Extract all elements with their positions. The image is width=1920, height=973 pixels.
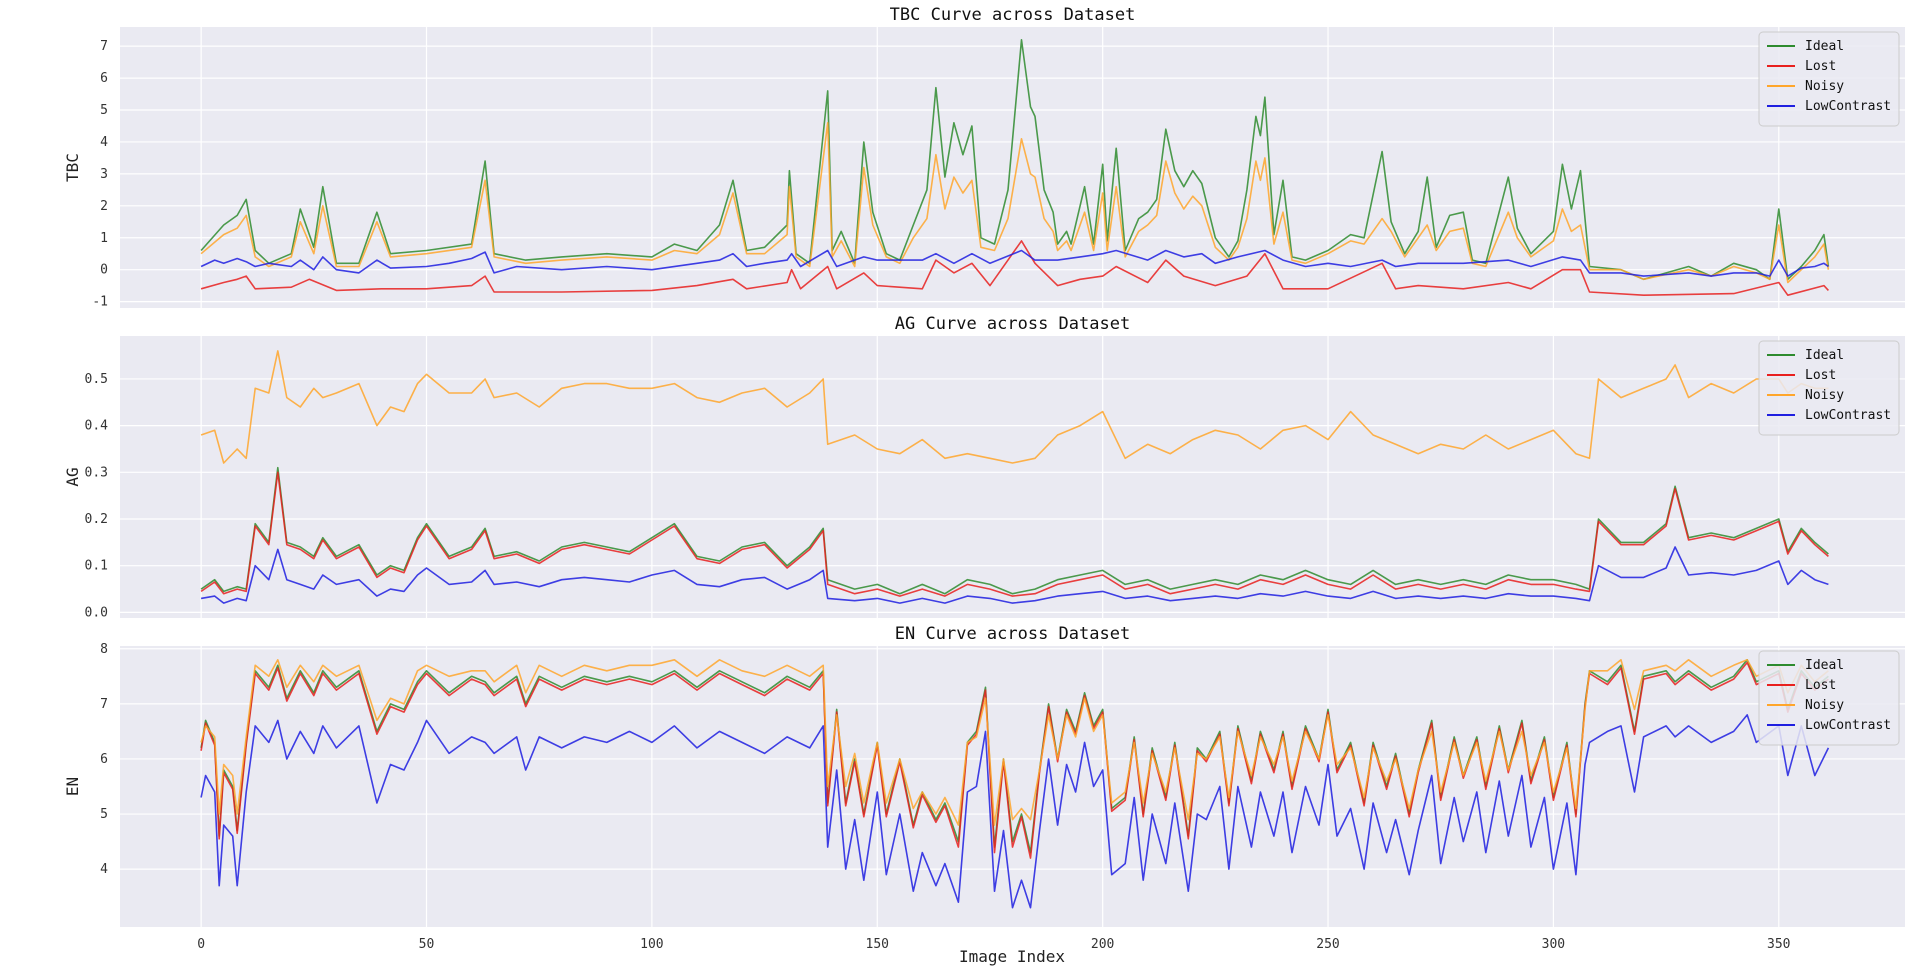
series-line-noisy — [200, 350, 1829, 464]
y-tick-label: 0 — [100, 263, 108, 278]
y-tick-label: 0.2 — [85, 512, 108, 527]
y-tick-label: 5 — [100, 807, 108, 822]
x-tick-label: 300 — [1542, 937, 1565, 952]
series-line-lowcontrast — [200, 546, 1829, 604]
x-tick-label: 150 — [866, 937, 889, 952]
plot-title: TBC Curve across Dataset — [890, 5, 1136, 25]
series-line-lowcontrast — [200, 714, 1830, 909]
legend: Ideal Lost Noisy LowContrast — [1758, 650, 1900, 746]
y-axis-title: TBC — [63, 153, 82, 182]
plot-title: EN Curve across Dataset — [895, 624, 1130, 644]
y-tick-label: 7 — [100, 697, 108, 712]
legend-label-noisy: Noisy — [1805, 698, 1844, 713]
y-axis-title: EN — [63, 777, 82, 796]
legend: Ideal Lost Noisy LowContrast — [1758, 340, 1900, 436]
y-tick-label: 3 — [100, 167, 108, 182]
series-line-lost — [200, 471, 1829, 597]
y-tick-label: 4 — [100, 135, 108, 150]
panel-en: 4 5 6 7 8 0 50 100 150 200 250 300 350 EN Curve acros… — [63, 624, 1905, 952]
plot-area — [120, 27, 1905, 308]
series-line-ideal — [200, 466, 1829, 595]
legend-label-ideal: Ideal — [1805, 348, 1844, 363]
x-tick-label: 0 — [197, 937, 205, 952]
series-line-lost — [200, 240, 1829, 296]
y-tick-label: 0.1 — [85, 559, 108, 574]
panel-ag: 0.0 0.1 0.2 0.3 0.4 0.5 AG Curve across Datase… — [63, 314, 1905, 620]
legend-label-ideal: Ideal — [1805, 39, 1844, 54]
plot-area — [120, 336, 1905, 618]
y-axis-title: AG — [63, 467, 82, 486]
x-tick-label: 50 — [419, 937, 435, 952]
series-group — [200, 350, 1829, 604]
x-tick-label: 250 — [1316, 937, 1339, 952]
legend-box — [1758, 31, 1900, 127]
y-tick-label: 1 — [100, 231, 108, 246]
y-tick-label: 6 — [100, 71, 108, 86]
x-axis-title: Image Index — [959, 947, 1065, 966]
legend-label-lost: Lost — [1805, 368, 1836, 383]
panel-tbc: -1 0 1 2 3 4 5 6 7 TBC Curve across Dataset TBC Ide… — [63, 5, 1905, 310]
y-tick-label: 2 — [100, 199, 108, 214]
legend-box — [1758, 340, 1900, 436]
legend-label-lost: Lost — [1805, 59, 1836, 74]
y-tick-label: 7 — [100, 39, 108, 54]
y-tick-label: 4 — [100, 862, 108, 877]
series-line-noisy — [200, 122, 1830, 284]
series-group — [200, 659, 1830, 909]
y-tick-label: 0.4 — [85, 419, 109, 434]
legend-label-lost: Lost — [1805, 678, 1836, 693]
y-tick-label: 0.5 — [85, 372, 108, 387]
series-line-lowcontrast — [200, 249, 1829, 277]
y-tick-label: 8 — [100, 642, 108, 657]
series-line-noisy — [200, 659, 1829, 826]
x-tick-label: 200 — [1091, 937, 1114, 952]
series-line-ideal — [200, 39, 1830, 281]
legend-label-noisy: Noisy — [1805, 79, 1844, 94]
plot-area — [120, 646, 1905, 927]
y-tick-label: 5 — [100, 103, 108, 118]
legend-label-noisy: Noisy — [1805, 388, 1844, 403]
y-tick-label: -1 — [92, 295, 108, 310]
y-tick-label: 6 — [100, 752, 108, 767]
legend-label-lowcontrast: LowContrast — [1805, 718, 1891, 733]
series-group — [200, 39, 1830, 296]
legend-label-lowcontrast: LowContrast — [1805, 408, 1891, 423]
plot-title: AG Curve across Dataset — [895, 314, 1130, 334]
y-tick-label: 0.3 — [85, 465, 108, 480]
y-tick-label: 0.0 — [85, 605, 108, 620]
legend-label-ideal: Ideal — [1805, 658, 1844, 673]
x-tick-label: 100 — [640, 937, 663, 952]
legend-box — [1758, 650, 1900, 746]
x-tick-label: 350 — [1767, 937, 1790, 952]
legend-label-lowcontrast: LowContrast — [1805, 99, 1891, 114]
legend: Ideal Lost Noisy LowContrast — [1758, 31, 1900, 127]
